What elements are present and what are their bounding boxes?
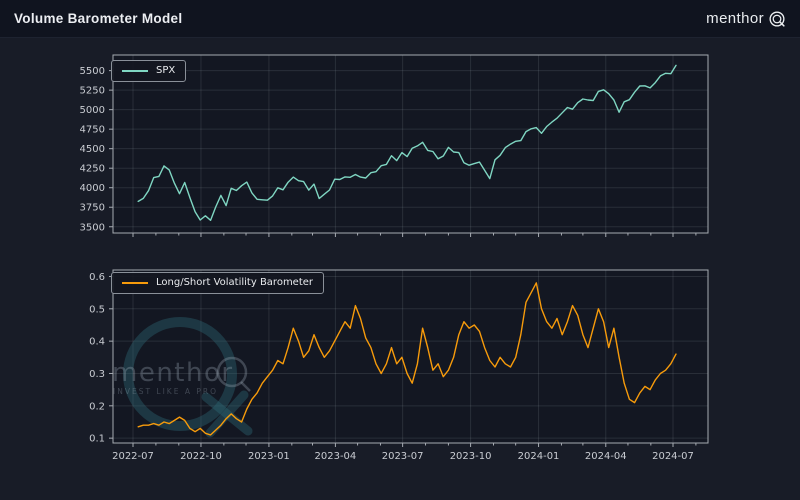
brand-text: menthor xyxy=(706,10,764,27)
y-tick-label: 0.1 xyxy=(89,434,105,445)
page-title: Volume Barometer Model xyxy=(14,11,183,26)
menthorq-logo: menthor xyxy=(706,10,786,28)
watermark-subtext: INVEST LIKE A PRO xyxy=(113,387,218,396)
y-tick-label: 0.6 xyxy=(89,272,105,283)
spx-chart-border xyxy=(112,54,709,234)
header-bar: Volume Barometer Model menthor xyxy=(0,0,800,38)
y-tick-label: 0.5 xyxy=(89,304,105,315)
volatility-legend-line-sample xyxy=(122,281,148,284)
brand-q-icon xyxy=(769,10,785,27)
x-tick-label: 2024-07 xyxy=(652,451,694,462)
y-tick-label: 4250 xyxy=(80,164,105,175)
y-tick-label: 4750 xyxy=(80,125,105,136)
y-tick-label: 5250 xyxy=(80,86,105,97)
legend-volatility: Long/Short Volatility Barometer xyxy=(111,272,325,294)
x-tick-label: 2023-07 xyxy=(382,451,424,462)
x-tick-label: 2023-04 xyxy=(315,451,357,462)
y-tick-label: 0.4 xyxy=(89,337,105,348)
volatility-chart: 0.1 0.2 0.3 0.4 0.5 0.6 2022-07 2022-10 2023-01 2… xyxy=(89,269,709,462)
y-tick-label: 0.2 xyxy=(89,401,105,412)
y-tick-label: 0.3 xyxy=(89,369,105,380)
x-tick-label: 2024-01 xyxy=(518,451,560,462)
volatility-line xyxy=(137,282,677,436)
x-tick-label: 2022-07 xyxy=(112,451,154,462)
x-tick-label: 2023-10 xyxy=(450,451,492,462)
spx-chart: 3500 3750 4000 4250 4500 4750 5000 5250 5500 xyxy=(80,54,709,237)
y-tick-label: 4000 xyxy=(80,183,105,194)
x-tick-label: 2022-10 xyxy=(180,451,222,462)
y-tick-label: 3500 xyxy=(80,222,105,233)
spx-legend-line-sample xyxy=(122,69,148,72)
y-tick-label: 5500 xyxy=(80,66,105,77)
spx-legend-label: SPX xyxy=(156,65,176,76)
y-tick-label: 3750 xyxy=(80,203,105,214)
legend-spx: SPX xyxy=(111,60,187,82)
volatility-legend-label: Long/Short Volatility Barometer xyxy=(156,277,314,288)
volatility-chart-border xyxy=(112,269,709,444)
spx-chart-plot-area xyxy=(113,55,708,233)
x-tick-label: 2024-04 xyxy=(585,451,627,462)
spx-line xyxy=(137,64,677,222)
y-tick-label: 5000 xyxy=(80,105,105,116)
volatility-chart-plot-area xyxy=(113,270,708,443)
watermark-text: menthor xyxy=(112,358,234,388)
x-tick-label: 2023-01 xyxy=(248,451,290,462)
y-tick-label: 4500 xyxy=(80,144,105,155)
